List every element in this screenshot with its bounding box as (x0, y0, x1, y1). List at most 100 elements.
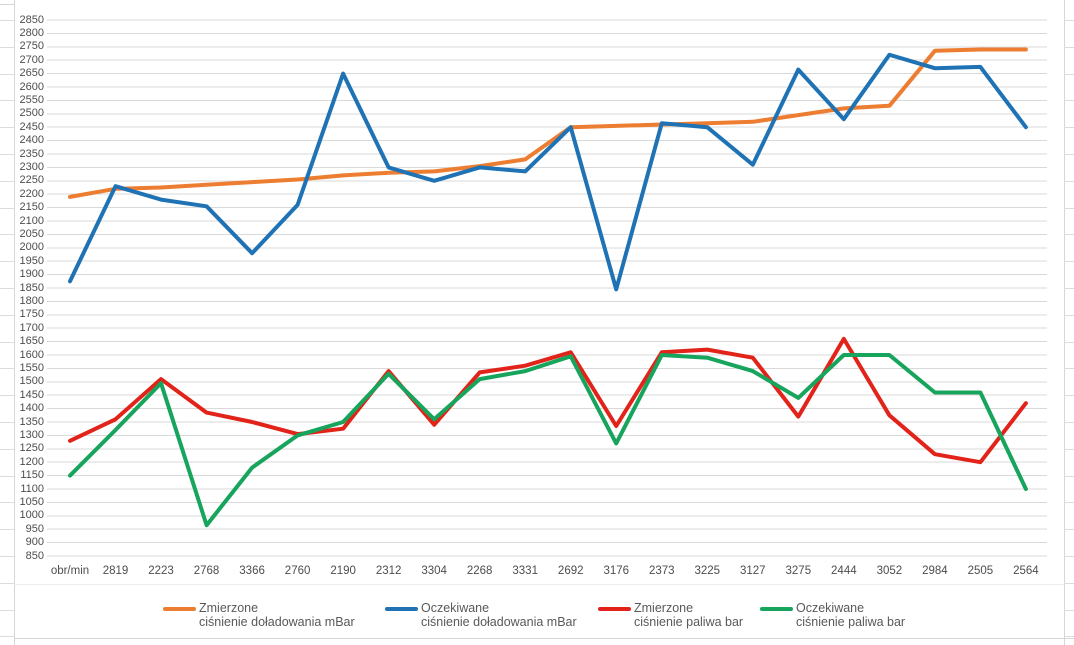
legend-series-name: Zmierzone ciśnienie doładowania mBar (199, 601, 355, 629)
spreadsheet-row-mark (0, 74, 14, 75)
spreadsheet-row-mark (1064, 234, 1074, 235)
y-axis-tick-label: 2450 (19, 120, 44, 133)
x-axis-tick-label: 2505 (967, 565, 994, 577)
y-axis-tick-label: 2300 (19, 160, 44, 173)
spreadsheet-row-mark (1064, 47, 1074, 48)
spreadsheet-column-line (14, 0, 15, 645)
x-axis-tick-label: 2768 (193, 565, 220, 577)
spreadsheet-row-mark (1064, 342, 1074, 343)
y-axis-tick-label: 1400 (19, 402, 44, 415)
spreadsheet-row-line (0, 4, 14, 5)
spreadsheet-row-mark (0, 636, 14, 637)
spreadsheet-row-mark (1064, 368, 1074, 369)
series-line-zmierzone[interactable] (68, 336, 1028, 465)
legend-entry[interactable]: Zmierzone ciśnienie paliwa bar (598, 601, 743, 629)
y-axis-tick-label: 1750 (19, 308, 44, 321)
spreadsheet-row-mark (1064, 556, 1074, 557)
spreadsheet-row-mark (0, 610, 14, 611)
spreadsheet-row-mark (1064, 395, 1074, 396)
spreadsheet-row-mark (1064, 636, 1074, 637)
y-axis-tick-label: 2100 (19, 214, 44, 227)
spreadsheet-row-mark (1064, 422, 1074, 423)
spreadsheet-row-mark (0, 368, 14, 369)
legend-series-name: Oczekiwane ciśnienie paliwa bar (796, 601, 906, 629)
x-axis-tick-label: obr/min (50, 565, 90, 577)
y-axis-tick-label: 2700 (19, 53, 44, 66)
x-axis-tick-label: 2268 (466, 565, 493, 577)
legend-swatch (760, 607, 793, 611)
x-axis-tick-label: 3176 (603, 565, 630, 577)
x-axis-tick-label: 3127 (740, 565, 766, 577)
spreadsheet-row-mark (0, 529, 14, 530)
y-axis-tick-label: 2850 (19, 13, 44, 26)
y-axis-tick-label: 1800 (19, 294, 44, 307)
y-axis-tick-label: 1600 (19, 348, 44, 361)
y-axis-tick-label: 1900 (19, 268, 44, 281)
series-line-zmierzone[interactable] (68, 47, 1028, 199)
spreadsheet-row-mark (0, 502, 14, 503)
x-axis-tick-label: 2444 (831, 565, 857, 577)
y-axis-tick-label: 2600 (19, 80, 44, 93)
spreadsheet-row-mark (0, 556, 14, 557)
y-axis-tick-label: 2200 (19, 187, 44, 200)
y-axis-tick-label: 1200 (19, 455, 44, 468)
spreadsheet-row-mark (0, 20, 14, 21)
y-axis-tick-label: 1100 (20, 482, 44, 495)
spreadsheet-row-mark (1064, 208, 1074, 209)
spreadsheet-row-mark (1064, 583, 1074, 584)
x-axis-tick-label: 2373 (648, 565, 675, 577)
spreadsheet-row-mark (1064, 476, 1074, 477)
y-axis-tick-label: 2550 (19, 93, 44, 106)
y-axis-tick-label: 2050 (19, 227, 44, 240)
spreadsheet-row-mark (0, 342, 14, 343)
spreadsheet-row-line (14, 584, 1064, 585)
x-axis-tick-label: 3366 (239, 565, 265, 577)
y-axis-tick-label: 1500 (19, 375, 44, 388)
x-axis-tick-label: 2190 (330, 565, 356, 577)
legend-series-name: Oczekiwane ciśnienie doładowania mBar (421, 601, 577, 629)
spreadsheet-row-mark (0, 47, 14, 48)
x-axis-tick-label: 3052 (876, 565, 903, 577)
legend-entry[interactable]: Oczekiwane ciśnienie doładowania mBar (385, 601, 577, 629)
spreadsheet-row-mark (0, 127, 14, 128)
legend-swatch (163, 607, 196, 611)
y-axis-tick-label: 2350 (19, 147, 44, 160)
y-axis-tick-label: 2800 (19, 26, 44, 39)
y-axis-tick-label: 2150 (19, 201, 44, 214)
legend-series-name: Zmierzone ciśnienie paliwa bar (634, 601, 744, 629)
series-line-oczekiwane[interactable] (68, 52, 1028, 292)
spreadsheet-row-mark (0, 234, 14, 235)
spreadsheet-row-mark (1064, 529, 1074, 530)
x-axis-tick-label: 2819 (102, 565, 129, 577)
spreadsheet-row-mark (1064, 74, 1074, 75)
x-axis-tick-label: 3225 (694, 565, 721, 577)
y-axis-tick-label: 2750 (19, 40, 44, 53)
x-axis-tick-label: 3331 (512, 565, 538, 577)
spreadsheet-row-mark (1064, 100, 1074, 101)
spreadsheet-row-mark (1064, 154, 1074, 155)
x-axis-tick-label: 2564 (1013, 565, 1039, 577)
y-axis-tick-label: 2400 (19, 134, 44, 147)
legend-entry[interactable]: Oczekiwane ciśnienie paliwa bar (760, 601, 905, 629)
x-axis-tick-label: 2312 (375, 565, 402, 577)
spreadsheet-row-mark (0, 315, 14, 316)
spreadsheet-row-mark (0, 181, 14, 182)
spreadsheet-row-mark (1064, 20, 1074, 21)
spreadsheet-row-mark (1064, 181, 1074, 182)
spreadsheet-row-line (14, 638, 1074, 639)
y-axis-tick-label: 1650 (19, 335, 44, 348)
spreadsheet-row-mark (1064, 610, 1074, 611)
y-axis-tick-label: 2000 (19, 241, 44, 254)
legend-swatch (385, 607, 418, 611)
x-axis-tick-label: 3304 (421, 565, 447, 577)
spreadsheet-row-mark (1064, 127, 1074, 128)
spreadsheet-row-mark (0, 100, 14, 101)
series-line-oczekiwane[interactable] (68, 353, 1028, 528)
spreadsheet-row-mark (0, 449, 14, 450)
legend-entry[interactable]: Zmierzone ciśnienie doładowania mBar (163, 601, 355, 629)
y-axis-tick-label: 2250 (19, 174, 44, 187)
x-axis-tick-label: 2984 (922, 565, 948, 577)
legend-swatch (598, 607, 631, 611)
y-axis-tick-label: 1450 (19, 388, 44, 401)
